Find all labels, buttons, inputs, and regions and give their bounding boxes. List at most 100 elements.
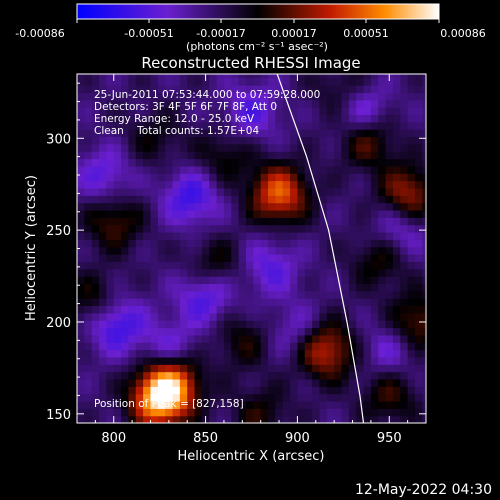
heatmap-cell — [91, 158, 100, 167]
heatmap-cell — [312, 92, 321, 101]
heatmap-cell — [121, 371, 130, 380]
heatmap-cell — [312, 209, 321, 218]
heatmap-cell — [99, 224, 107, 233]
heatmap-cell — [319, 371, 328, 380]
heatmap-cell — [378, 107, 387, 116]
heatmap-cell — [128, 129, 137, 138]
heatmap-cell — [326, 305, 335, 314]
heatmap-cell — [348, 195, 357, 204]
heatmap-cell — [245, 246, 254, 255]
heatmap-cell — [385, 209, 394, 218]
heatmap-cell — [268, 342, 276, 351]
heatmap-cell — [99, 415, 107, 423]
heatmap-cell — [84, 217, 93, 226]
heatmap-cell — [165, 136, 174, 145]
heatmap-cell — [319, 99, 328, 108]
heatmap-cell — [290, 254, 299, 262]
heatmap-cell — [326, 400, 335, 409]
heatmap-cell — [363, 77, 372, 86]
heatmap-cell — [209, 320, 218, 329]
heatmap-cell — [275, 298, 284, 307]
heatmap-cell — [157, 386, 166, 395]
heatmap-cell — [172, 165, 181, 174]
heatmap-cell — [209, 151, 218, 160]
heatmap-cell — [106, 261, 115, 270]
heatmap-cell — [319, 261, 328, 270]
heatmap-cell — [157, 224, 166, 233]
heatmap-cell — [348, 209, 357, 218]
heatmap-cell — [326, 261, 335, 270]
heatmap-cell — [128, 74, 137, 79]
heatmap-cell — [77, 378, 85, 387]
heatmap-cell — [260, 327, 269, 336]
heatmap-cell — [231, 143, 240, 152]
heatmap-cell — [157, 305, 166, 314]
heatmap-cell — [385, 312, 394, 321]
heatmap-cell — [334, 334, 343, 343]
heatmap-cell — [422, 246, 426, 255]
heatmap-cell — [407, 107, 416, 116]
heatmap-cell — [407, 356, 416, 365]
heatmap-cell — [407, 158, 416, 167]
heatmap-cell — [268, 276, 276, 284]
heatmap-cell — [422, 298, 426, 307]
heatmap-cell — [91, 320, 100, 329]
heatmap-cell — [187, 408, 196, 417]
heatmap-cell — [400, 386, 409, 395]
heatmap-cell — [326, 327, 335, 336]
heatmap-cell — [363, 415, 372, 423]
heatmap-cell — [135, 356, 144, 365]
heatmap-cell — [348, 114, 357, 123]
heatmap-cell — [356, 209, 365, 218]
heatmap-cell — [334, 129, 343, 138]
heatmap-cell — [370, 408, 379, 417]
heatmap-cell — [113, 224, 122, 233]
heatmap-cell — [223, 400, 232, 409]
heatmap-cell — [99, 231, 107, 240]
heatmap-cell — [201, 305, 210, 314]
heatmap-cell — [370, 158, 379, 167]
heatmap-cell — [312, 312, 321, 321]
heatmap-cell — [135, 364, 144, 373]
heatmap-cell — [223, 77, 232, 86]
heatmap-cell — [113, 195, 122, 204]
heatmap-cell — [77, 143, 85, 152]
heatmap-cell — [77, 415, 85, 423]
colorbar-tick-label: 0.00086 — [440, 27, 486, 40]
heatmap-cell — [260, 283, 269, 292]
heatmap-cell — [187, 74, 196, 79]
heatmap-cell — [238, 99, 247, 108]
heatmap-cell — [77, 342, 85, 351]
heatmap-cell — [326, 246, 335, 255]
heatmap-cell — [216, 342, 225, 351]
heatmap-cell — [385, 195, 394, 204]
heatmap-cell — [91, 99, 100, 108]
heatmap-cell — [290, 187, 299, 196]
heatmap-cell — [378, 114, 387, 123]
heatmap-cell — [84, 312, 93, 321]
heatmap-cell — [341, 151, 350, 160]
heatmap-cell — [106, 209, 115, 218]
heatmap-cell — [319, 85, 328, 93]
heatmap-cell — [194, 290, 203, 299]
heatmap-cell — [341, 107, 350, 116]
heatmap-cell — [194, 349, 203, 358]
heatmap-cell — [172, 224, 181, 233]
heatmap-cell — [370, 114, 379, 123]
heatmap-cell — [187, 85, 196, 93]
heatmap-cell — [187, 268, 196, 277]
heatmap-cell — [370, 364, 379, 373]
y-tick-label: 250 — [46, 224, 71, 239]
heatmap-cell — [91, 408, 100, 417]
heatmap-cell — [223, 92, 232, 101]
heatmap-cell — [326, 158, 335, 167]
heatmap-cell — [121, 356, 130, 365]
heatmap-cell — [231, 129, 240, 138]
heatmap-cell — [363, 246, 372, 255]
heatmap-cell — [268, 283, 276, 292]
heatmap-cell — [334, 158, 343, 167]
heatmap-cell — [260, 217, 269, 226]
heatmap-cell — [231, 136, 240, 145]
heatmap-cell — [334, 74, 343, 79]
heatmap-cell — [150, 327, 159, 336]
